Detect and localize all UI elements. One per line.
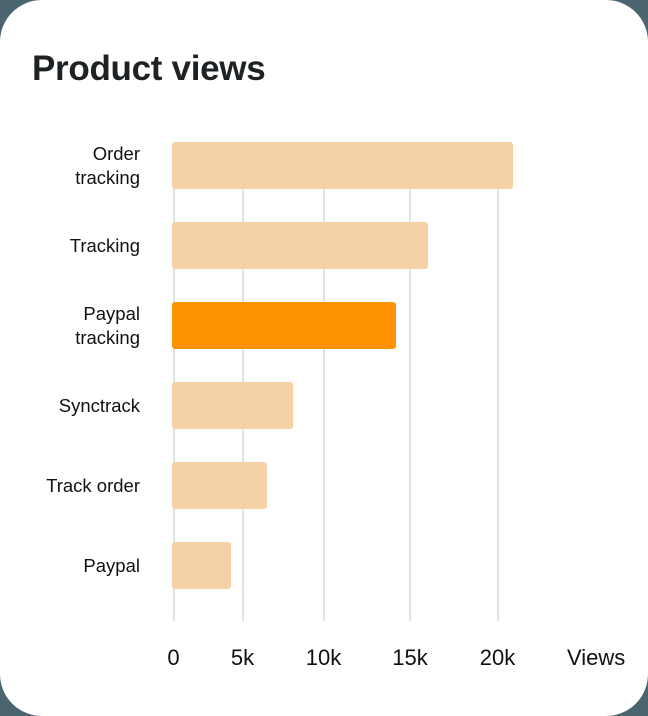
bar-track-order[interactable] xyxy=(172,462,267,509)
x-tick-label: 0 xyxy=(167,645,180,670)
bar-paypal-tracking[interactable] xyxy=(172,302,397,349)
gridline xyxy=(241,142,244,621)
x-tick-label: 15k xyxy=(392,645,428,670)
gridline xyxy=(172,142,175,621)
x-tick-label: 10k xyxy=(305,645,342,670)
gridline xyxy=(322,142,325,621)
x-tick-label: 5k xyxy=(230,645,255,670)
category-label: Order tracking xyxy=(75,142,140,188)
gridline xyxy=(409,142,411,621)
category-label: Paypal xyxy=(83,554,140,576)
x-axis-title: Views xyxy=(567,645,626,670)
bar-tracking[interactable] xyxy=(172,222,428,269)
category-label: Paypal tracking xyxy=(75,302,140,348)
gridline xyxy=(496,142,499,621)
chart-title: Product views xyxy=(32,49,266,88)
bar-paypal[interactable] xyxy=(172,542,232,589)
category-label: Tracking xyxy=(69,234,140,256)
bar-order-tracking[interactable] xyxy=(172,142,514,189)
category-label: Synctrack xyxy=(58,394,140,416)
bar-synctrack[interactable] xyxy=(172,382,293,429)
category-label: Track order xyxy=(46,474,140,496)
x-tick-label: 20k xyxy=(479,645,516,670)
